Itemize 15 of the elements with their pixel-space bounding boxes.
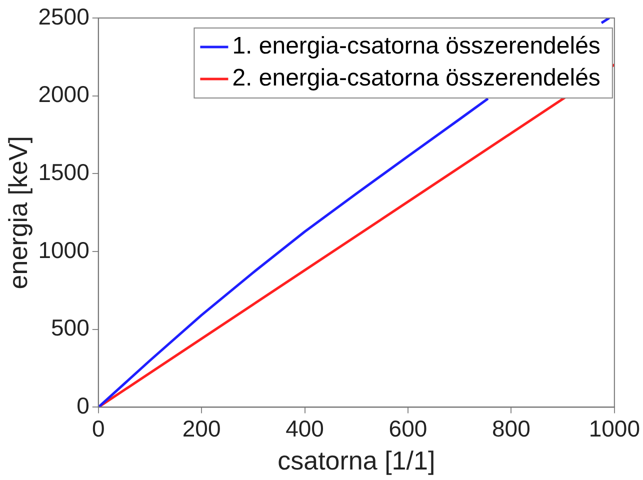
x-axis-title: csatorna [1/1] (278, 446, 436, 476)
y-tick-label: 1000 (38, 236, 90, 263)
y-tick-label: 2500 (38, 3, 90, 30)
y-tick-label: 2000 (38, 81, 90, 108)
legend-label: 1. energia-csatorna összerendelés (232, 32, 600, 60)
x-tick-label: 1000 (588, 415, 640, 442)
legend-label: 2. energia-csatorna összerendelés (232, 64, 600, 92)
y-axis-title: energia [keV] (2, 136, 33, 290)
x-tick-label: 400 (286, 415, 324, 442)
x-tick-label: 800 (492, 415, 530, 442)
x-tick-label: 600 (388, 415, 428, 442)
y-tick-label: 0 (76, 392, 90, 419)
x-tick-label: 200 (182, 415, 221, 442)
y-tick-label: 500 (50, 314, 90, 341)
y-tick-label: 1500 (38, 159, 90, 186)
